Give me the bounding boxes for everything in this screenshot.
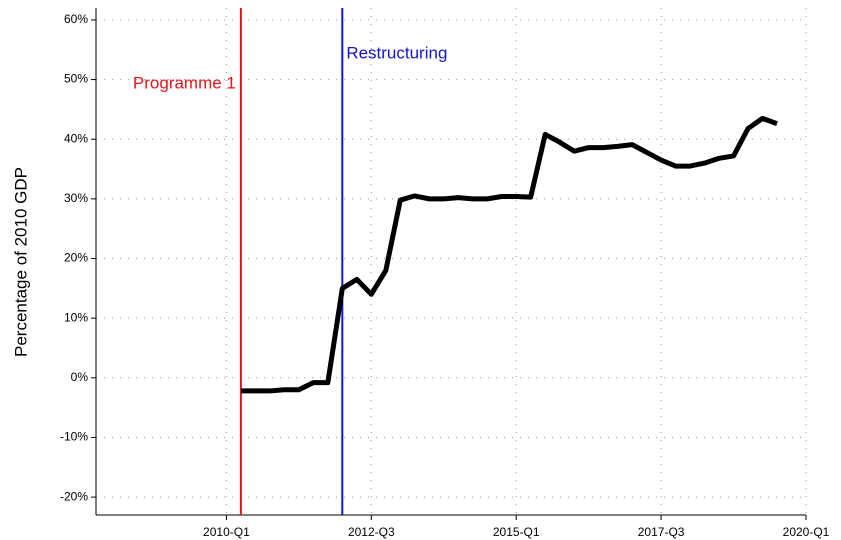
y-tick-label: 50% xyxy=(64,72,88,86)
x-tick-label: 2010-Q1 xyxy=(203,525,250,539)
x-tick-label: 2020-Q1 xyxy=(783,525,830,539)
y-tick-label: 20% xyxy=(64,251,88,265)
x-tick-label: 2015-Q1 xyxy=(493,525,540,539)
y-tick-label: -10% xyxy=(60,430,88,444)
y-tick-label: 30% xyxy=(64,191,88,205)
y-tick-label: -20% xyxy=(60,489,88,503)
y-tick-label: 40% xyxy=(64,131,88,145)
event-label: Restructuring xyxy=(346,43,447,62)
event-label: Programme 1 xyxy=(133,73,236,92)
x-tick-label: 2017-Q3 xyxy=(638,525,685,539)
data-line xyxy=(240,115,778,394)
y-tick-label: 10% xyxy=(64,310,88,324)
x-tick-label: 2012-Q3 xyxy=(348,525,395,539)
y-tick-label: 60% xyxy=(64,12,88,26)
y-axis-label: Percentage of 2010 GDP xyxy=(11,167,30,357)
y-tick-label: 0% xyxy=(71,370,89,384)
